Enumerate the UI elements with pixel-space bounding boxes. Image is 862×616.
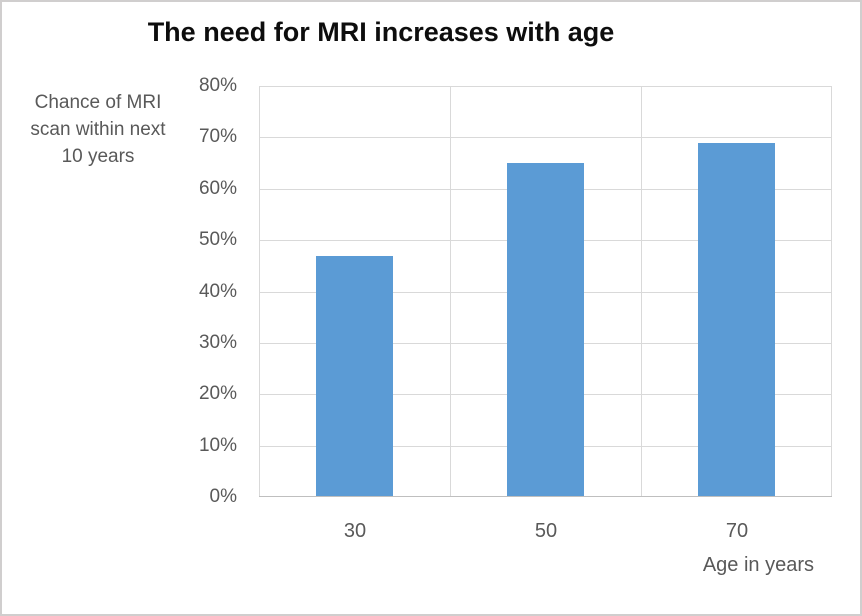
- y-axis-title: Chance of MRI scan within next 10 years: [10, 89, 186, 170]
- y-axis-title-line-1: Chance of MRI: [34, 92, 162, 113]
- y-axis-title-line-3: 10 years: [61, 146, 135, 167]
- horizontal-gridline: [259, 86, 832, 87]
- chart-title: The need for MRI increases with age: [147, 17, 615, 47]
- y-tick-label-10pct: 10%: [198, 435, 237, 456]
- y-tick-label-60pct: 60%: [198, 178, 237, 199]
- vertical-gridline: [831, 86, 832, 497]
- y-tick-label-0pct: 0%: [209, 486, 237, 507]
- y-tick-label-30pct: 30%: [198, 332, 237, 353]
- x-tick-label-30: 30: [343, 520, 367, 542]
- y-tick-label-40pct: 40%: [198, 281, 237, 302]
- x-axis-line: [259, 496, 832, 497]
- vertical-gridline: [259, 86, 260, 497]
- y-tick-label-80pct: 80%: [198, 75, 237, 96]
- bar-age-50: [507, 163, 584, 497]
- bar-age-70: [698, 143, 775, 497]
- vertical-gridline: [641, 86, 642, 497]
- bar-age-30: [316, 256, 393, 497]
- x-tick-label-50: 50: [534, 520, 558, 542]
- x-tick-label-70: 70: [725, 520, 749, 542]
- y-axis-title-line-2: scan within next: [30, 119, 166, 140]
- vertical-gridline: [450, 86, 451, 497]
- x-axis-title: Age in years: [702, 554, 814, 576]
- y-tick-label-50pct: 50%: [198, 229, 237, 250]
- horizontal-gridline: [259, 137, 832, 138]
- y-tick-label-20pct: 20%: [198, 383, 237, 404]
- plot-area: [259, 86, 832, 497]
- y-tick-label-70pct: 70%: [198, 126, 237, 147]
